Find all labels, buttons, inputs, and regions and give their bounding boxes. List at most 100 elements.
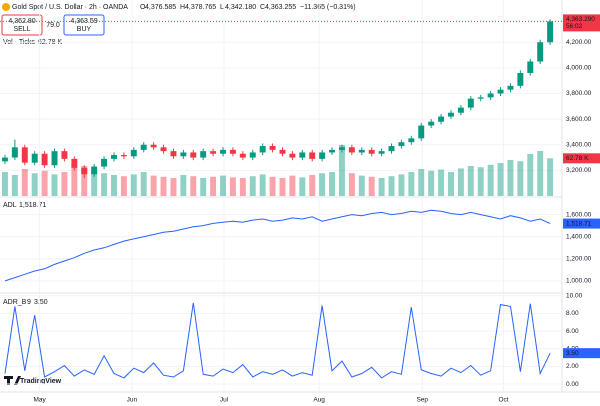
candle-body xyxy=(289,153,296,158)
volume-bar xyxy=(289,175,296,196)
candle-body xyxy=(130,149,137,157)
volume-bar xyxy=(31,173,38,196)
volume-bar xyxy=(269,176,276,196)
candle-body xyxy=(120,155,127,157)
y-tick-label: 10.00 xyxy=(566,292,583,299)
volume-bar xyxy=(477,167,484,196)
adr-tag-label: 3.50 xyxy=(566,350,579,357)
y-tick-label: 8.00 xyxy=(566,310,579,317)
x-tick-label: Sep xyxy=(416,397,428,404)
adr-value: 3.50 xyxy=(34,299,48,306)
candle-body xyxy=(200,151,207,158)
y-tick-label: 3,600.00 xyxy=(566,116,592,123)
sell-label: SELL xyxy=(13,26,30,33)
candle-body xyxy=(329,149,336,153)
buy-button[interactable] xyxy=(63,14,105,36)
countdown: 56:02 xyxy=(566,23,583,30)
adl-tag xyxy=(563,218,600,229)
volume-bar xyxy=(368,176,375,196)
candle-body xyxy=(150,144,157,148)
candle-body xyxy=(428,121,435,126)
volume-bar xyxy=(229,177,236,196)
ohlc-letter: C xyxy=(260,4,265,11)
volume-bar xyxy=(51,174,58,196)
volume-bar xyxy=(220,175,226,196)
candle-body xyxy=(210,151,217,154)
volume-bar xyxy=(200,178,207,196)
candle-body xyxy=(497,89,504,94)
volume-bar xyxy=(101,173,108,196)
candle-body xyxy=(507,85,514,90)
volume-bar xyxy=(61,172,68,196)
candle-body xyxy=(358,149,365,153)
x-tick-label: Jun xyxy=(127,397,138,404)
candle-body xyxy=(259,146,266,153)
volume-bar xyxy=(319,173,326,196)
volume-bar xyxy=(120,176,127,196)
candle-body xyxy=(140,144,147,150)
volume-bar xyxy=(348,173,355,196)
candle-body xyxy=(180,152,187,157)
ohlc-value: 4,363.255 xyxy=(265,4,296,11)
symbol-icon xyxy=(2,3,10,11)
candle-body xyxy=(527,61,534,74)
candle-body xyxy=(457,107,464,113)
candle-body xyxy=(239,153,246,158)
logo-icon xyxy=(4,376,21,385)
x-tick-label: Oct xyxy=(498,397,508,404)
candle-body xyxy=(1,157,8,162)
candle-body xyxy=(537,42,544,62)
adl-tag-label: 1,518.71 xyxy=(566,220,592,227)
volume-bar xyxy=(190,176,197,196)
ohlc-value: 4,342.180 xyxy=(225,4,256,11)
volume-bar xyxy=(91,170,98,196)
volume-bar xyxy=(279,178,286,196)
volume-bar xyxy=(527,154,534,196)
y-tick-label: 3,200.00 xyxy=(566,167,592,174)
adl-line xyxy=(4,209,551,282)
ohlc-legend: O 4,376.585 H 4,378.765 L 4,342.180 C 4,363.255… xyxy=(140,4,356,11)
volume-bar xyxy=(388,176,395,196)
y-tick-label: 6.00 xyxy=(566,328,579,335)
volume-bar xyxy=(21,169,28,196)
volume-bar xyxy=(81,166,88,196)
volume-bar xyxy=(299,177,306,196)
symbol-title: Gold Spot / U.S. Dollar · 2h · OANDA xyxy=(12,4,128,11)
volume-bar xyxy=(467,166,474,196)
candle-body xyxy=(418,125,425,139)
ohlc-value: 4,378.765 xyxy=(185,4,216,11)
volume-bar xyxy=(150,175,157,196)
volume-bar xyxy=(507,160,514,196)
volume-bar xyxy=(329,172,336,196)
y-tick-label: 1,600.00 xyxy=(566,211,592,218)
sell-button[interactable] xyxy=(1,14,43,36)
candle-body xyxy=(438,116,445,122)
x-tick-label: Jul xyxy=(220,397,229,404)
adr-length: 9 xyxy=(27,299,31,306)
volume-bar xyxy=(210,176,217,196)
candle-body xyxy=(398,142,405,147)
volume-bar xyxy=(111,175,117,196)
candle-body xyxy=(338,147,345,150)
y-tick-label: 2.00 xyxy=(566,363,579,370)
x-tick-label: May xyxy=(34,397,47,404)
volume-bar xyxy=(547,158,554,196)
volume-bar xyxy=(438,169,445,196)
candle-body xyxy=(111,155,117,159)
volume-bar xyxy=(309,175,316,196)
volume-bar xyxy=(487,164,494,196)
ohlc-letter: H xyxy=(180,4,185,11)
last-price-label: 4,363.290 xyxy=(566,16,595,23)
candle-body xyxy=(220,149,226,154)
y-tick-label: 4,200.00 xyxy=(566,39,592,46)
candle-body xyxy=(229,149,236,154)
ohlc-value: 4,376.585 xyxy=(145,4,176,11)
volume-bar xyxy=(418,169,425,196)
candle-body xyxy=(467,98,474,108)
volume-bar xyxy=(11,175,18,196)
candle-body xyxy=(91,166,98,175)
candle-body xyxy=(408,138,415,143)
volume-bar xyxy=(140,172,147,196)
